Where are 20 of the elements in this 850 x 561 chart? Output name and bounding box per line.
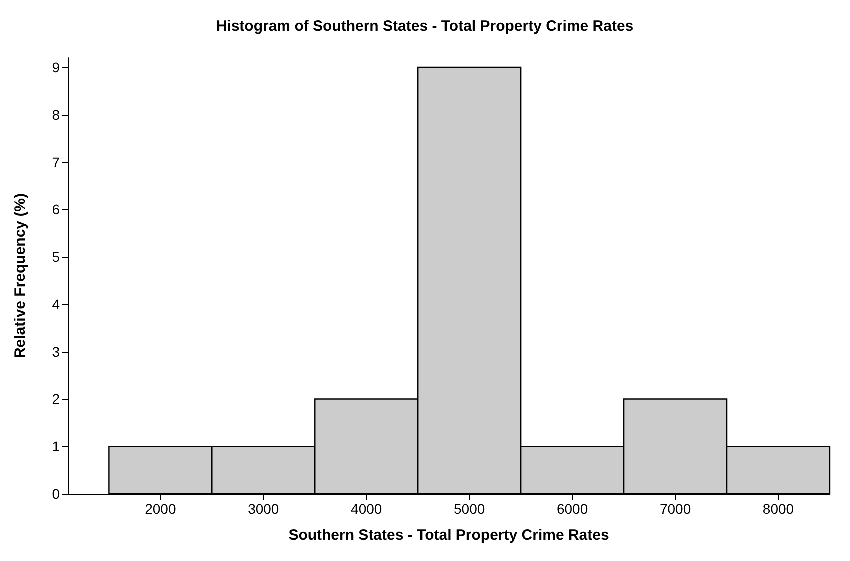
x-axis-title: Southern States - Total Property Crime Rates — [288, 527, 610, 544]
y-tick-label: 2 — [52, 391, 60, 408]
x-tick-label: 7000 — [660, 501, 692, 517]
x-tick-label: 5000 — [454, 501, 486, 517]
y-tick-label: 7 — [52, 154, 60, 170]
y-tick-label: 4 — [52, 296, 60, 312]
x-tick-label: 3000 — [248, 501, 280, 517]
y-tick-label: 6 — [52, 202, 60, 218]
chart-title: Histogram of Southern States - Total Property Crime Rates — [216, 18, 634, 35]
y-tick-label: 5 — [52, 249, 60, 266]
y-tick-label: 9 — [52, 59, 60, 76]
x-tick-label: 4000 — [351, 501, 382, 517]
x-tick-label: 2000 — [145, 501, 176, 517]
x-tick-label: 6000 — [556, 501, 588, 517]
y-tick-label: 3 — [52, 344, 60, 360]
y-tick-label: 0 — [52, 486, 60, 502]
y-tick-label: 1 — [52, 438, 60, 455]
y-tick-label: 8 — [52, 106, 60, 123]
y-axis-title: Relative Frequency (%) — [12, 193, 29, 359]
x-tick-label: 8000 — [762, 501, 794, 517]
